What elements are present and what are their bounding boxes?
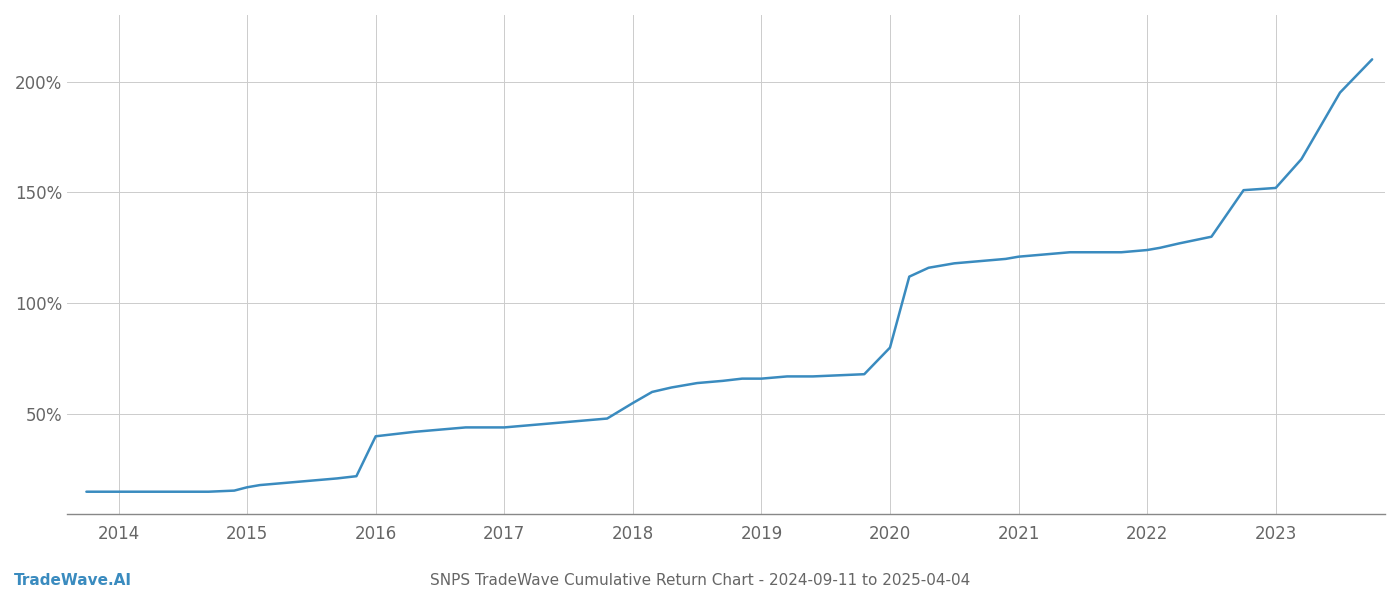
Text: SNPS TradeWave Cumulative Return Chart - 2024-09-11 to 2025-04-04: SNPS TradeWave Cumulative Return Chart -… (430, 573, 970, 588)
Text: TradeWave.AI: TradeWave.AI (14, 573, 132, 588)
